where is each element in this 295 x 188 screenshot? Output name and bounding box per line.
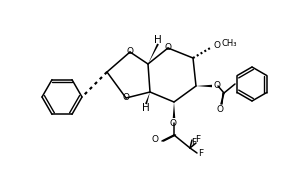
Text: H: H (154, 35, 162, 45)
Text: O: O (170, 119, 176, 128)
Polygon shape (145, 92, 150, 104)
Polygon shape (196, 85, 212, 87)
Polygon shape (148, 44, 159, 64)
Text: O: O (217, 105, 224, 114)
Text: O: O (214, 42, 221, 51)
Text: O: O (213, 82, 220, 90)
Text: O: O (165, 43, 171, 52)
Text: H: H (142, 103, 150, 113)
Text: O: O (152, 136, 159, 145)
Text: O: O (122, 93, 130, 102)
Text: O: O (127, 48, 134, 57)
Text: CH₃: CH₃ (221, 39, 237, 48)
Text: F: F (191, 138, 196, 147)
Text: F: F (198, 149, 203, 158)
Polygon shape (173, 102, 175, 118)
Text: F: F (195, 134, 200, 143)
